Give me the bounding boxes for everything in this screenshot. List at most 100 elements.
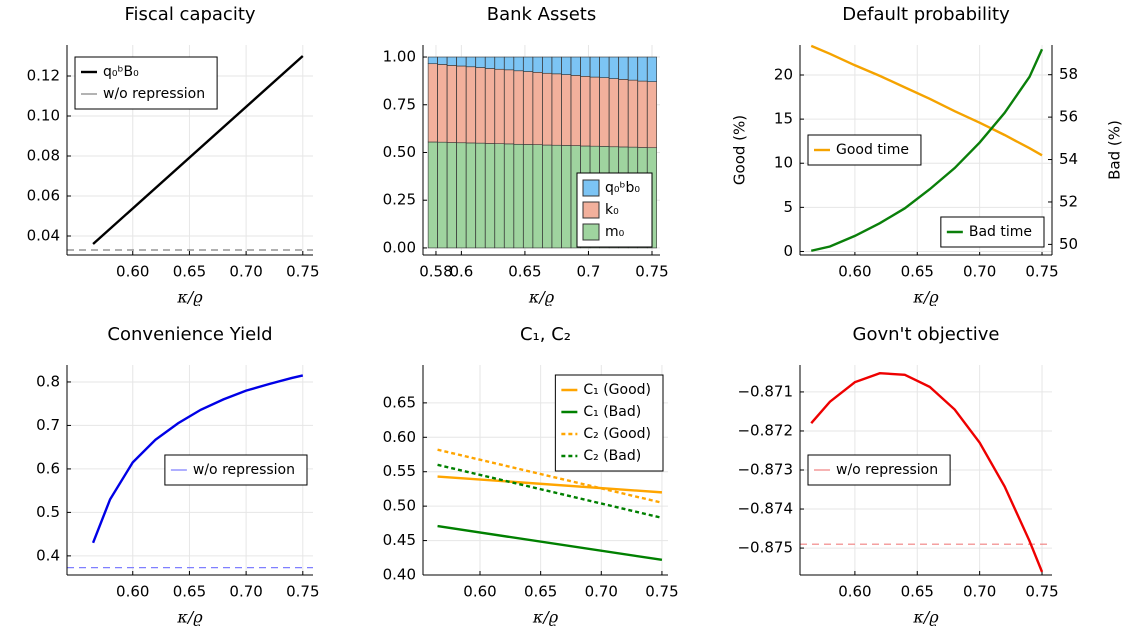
legend-label: w/o repression <box>193 462 295 478</box>
series-line <box>437 524 663 562</box>
bar-segment <box>637 56 648 82</box>
y-tick-label: 0.5 <box>36 503 60 521</box>
x-tick-label: 0.75 <box>645 583 678 601</box>
x-tick-label: 0.60 <box>838 583 871 601</box>
y-tick-label: 0.10 <box>27 107 60 125</box>
bar-segment <box>484 56 495 69</box>
x-tick-label: 0.75 <box>635 263 668 281</box>
legend-box <box>164 454 308 486</box>
bar-segment <box>637 80 648 148</box>
chart-title: Default probability <box>842 4 1010 25</box>
y-tick-label: 0 <box>783 242 793 260</box>
x-tick-label: 0.75 <box>1025 263 1058 281</box>
bar-segment <box>475 56 486 68</box>
legend-swatch <box>582 179 600 197</box>
x-axis-label: κ/ϱ <box>528 288 555 307</box>
y-tick-label: 0.60 <box>383 428 416 446</box>
chart-title: C₁, C₂ <box>520 324 571 345</box>
x-tick-label: 0.65 <box>508 263 541 281</box>
chart-title: Bank Assets <box>487 4 597 25</box>
bar-segment <box>437 64 448 143</box>
bar-segment <box>580 56 591 77</box>
bar-segment <box>561 74 572 146</box>
legend-label: C₁ (Bad) <box>583 404 641 420</box>
legend-swatch <box>582 223 600 241</box>
bar-segment <box>627 79 638 148</box>
y-tick-label: 0.50 <box>383 143 416 161</box>
y-tick-label: 1.00 <box>383 48 416 66</box>
x-tick-label: 0.70 <box>585 583 618 601</box>
bar-segment <box>427 63 438 143</box>
y-tick-label: 0.45 <box>383 531 416 549</box>
series-line <box>437 448 663 504</box>
x-tick-label: 0.70 <box>229 263 262 281</box>
y-tick-label: −0.874 <box>737 500 793 518</box>
x-tick-label: 0.70 <box>963 263 996 281</box>
bar-segment <box>570 56 581 76</box>
series-line <box>437 463 663 520</box>
bar-segment <box>494 68 505 144</box>
legend-label: C₂ (Good) <box>583 426 651 442</box>
x-tick-label: 0.60 <box>116 263 149 281</box>
bar-segment <box>551 56 562 75</box>
legend-label: C₁ (Good) <box>583 382 651 398</box>
chart-title: Fiscal capacity <box>124 4 255 25</box>
bar-segment <box>523 56 534 72</box>
x-tick-label: 0.70 <box>963 583 996 601</box>
y-tick-label: 0.7 <box>36 416 60 434</box>
y-tick-label: 0.4 <box>36 546 60 564</box>
bar-segment <box>484 143 495 249</box>
x-tick-label: 0.7 <box>577 263 601 281</box>
y2-tick-label: 54 <box>1059 150 1078 168</box>
y-tick-label: 0.6 <box>36 459 60 477</box>
x-tick-label: 0.60 <box>838 263 871 281</box>
bar-segment <box>532 56 543 73</box>
bar-segment <box>494 143 505 249</box>
series-line <box>437 475 663 494</box>
y-tick-label: 0.55 <box>383 462 416 480</box>
bar-segment <box>523 71 534 145</box>
x-tick-label: 0.58 <box>419 263 452 281</box>
bar-segment <box>551 73 562 146</box>
y2-tick-label: 52 <box>1059 192 1078 210</box>
y-tick-label: 0.65 <box>383 393 416 411</box>
chart-title: Govn't objective <box>853 324 1000 345</box>
y2-tick-label: 50 <box>1059 235 1078 253</box>
bar-segment <box>465 56 476 68</box>
bar-segment <box>561 145 572 249</box>
bar-segment <box>580 76 591 147</box>
bar-segment <box>456 65 467 144</box>
legend-swatch <box>582 201 600 219</box>
x-axis-label: κ/ϱ <box>532 608 559 627</box>
bar-segment <box>618 79 629 148</box>
series-line <box>810 48 1044 252</box>
bar-segment <box>608 78 619 148</box>
bar-segment <box>627 56 638 81</box>
bar-segment <box>589 56 600 78</box>
bar-segment <box>456 56 467 67</box>
chart-title: Convenience Yield <box>107 324 272 345</box>
bar-segment <box>542 72 553 146</box>
y-tick-label: 0.00 <box>383 238 416 256</box>
y-tick-label: 0.08 <box>27 147 60 165</box>
y-axis-label: Good (%) <box>731 115 749 185</box>
bar-segment <box>523 144 534 249</box>
bar-segment <box>465 142 476 249</box>
y-tick-label: −0.875 <box>737 539 793 557</box>
x-axis-label: κ/ϱ <box>912 288 939 307</box>
bar-segment <box>513 70 524 145</box>
legend-label: q₀ᵇB₀ <box>103 64 139 80</box>
x-tick-label: 0.60 <box>116 583 149 601</box>
bar-segment <box>446 65 457 143</box>
x-tick-label: 0.75 <box>286 583 319 601</box>
y2-tick-label: 56 <box>1059 108 1078 126</box>
legend-label: w/o repression <box>103 86 205 102</box>
bar-segment <box>437 141 448 249</box>
bar-segment <box>504 143 515 249</box>
bar-segment <box>608 56 619 79</box>
y-tick-label: 15 <box>774 110 793 128</box>
bar-segment <box>446 142 457 249</box>
bar-segment <box>513 56 524 72</box>
bar-segment <box>532 72 543 145</box>
bar-segment <box>475 67 486 144</box>
